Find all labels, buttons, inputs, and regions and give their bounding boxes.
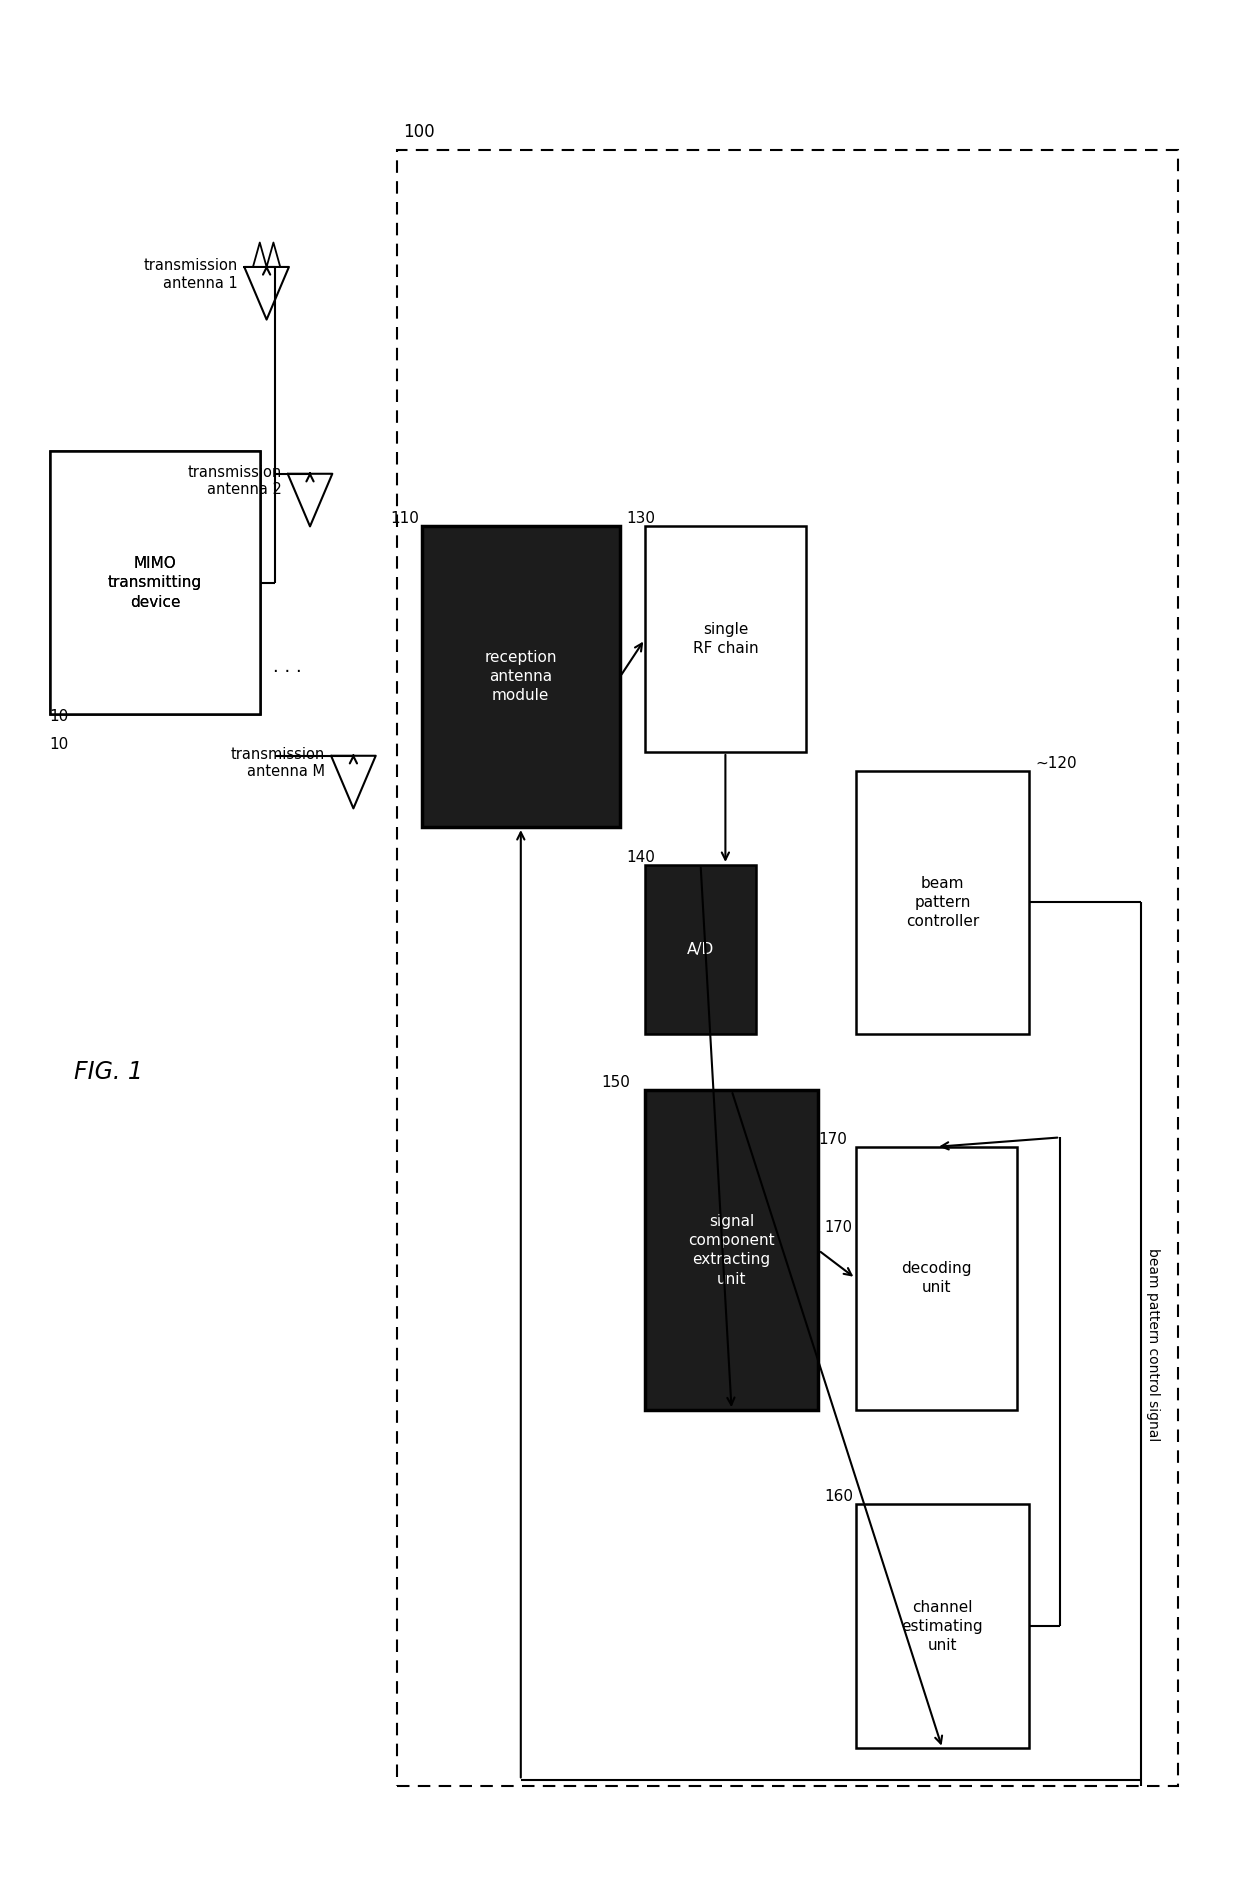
- Text: ~120: ~120: [1035, 756, 1078, 771]
- Text: 110: 110: [391, 511, 419, 526]
- Text: channel
estimating
unit: channel estimating unit: [901, 1600, 983, 1653]
- Text: 130: 130: [626, 511, 655, 526]
- Text: 140: 140: [626, 850, 655, 865]
- Bar: [645, 865, 756, 1034]
- Bar: [397, 150, 1178, 1786]
- Text: decoding
unit: decoding unit: [901, 1261, 971, 1295]
- Text: single
RF chain: single RF chain: [693, 622, 758, 656]
- Text: beam
pattern
controller: beam pattern controller: [905, 876, 980, 929]
- Text: 170: 170: [818, 1132, 847, 1147]
- Bar: [422, 526, 620, 827]
- Text: transmission
antenna M: transmission antenna M: [231, 746, 325, 780]
- Text: reception
antenna
module: reception antenna module: [485, 650, 557, 703]
- Text: beam pattern control signal: beam pattern control signal: [1146, 1248, 1161, 1440]
- Text: A/D: A/D: [687, 942, 714, 957]
- Bar: [645, 526, 806, 752]
- Text: transmission
antenna 2: transmission antenna 2: [187, 464, 281, 498]
- Text: transmission
antenna 1: transmission antenna 1: [144, 258, 238, 291]
- Text: MIMO
transmitting
device: MIMO transmitting device: [108, 556, 202, 609]
- Text: 150: 150: [601, 1075, 630, 1090]
- Text: 170: 170: [825, 1220, 853, 1235]
- Bar: [50, 451, 260, 714]
- Bar: [856, 1147, 1017, 1410]
- Text: FIG. 1: FIG. 1: [74, 1060, 144, 1083]
- Text: MIMO
transmitting
device: MIMO transmitting device: [108, 556, 202, 609]
- Text: 100: 100: [403, 122, 435, 141]
- Text: 160: 160: [825, 1489, 853, 1504]
- Text: signal
component
extracting
unit: signal component extracting unit: [688, 1214, 775, 1286]
- Bar: [50, 451, 260, 714]
- Bar: [856, 771, 1029, 1034]
- Text: 10: 10: [50, 737, 69, 752]
- Text: . . .: . . .: [273, 658, 303, 677]
- Bar: [856, 1504, 1029, 1748]
- Text: 10: 10: [50, 709, 69, 724]
- Bar: [645, 1090, 818, 1410]
